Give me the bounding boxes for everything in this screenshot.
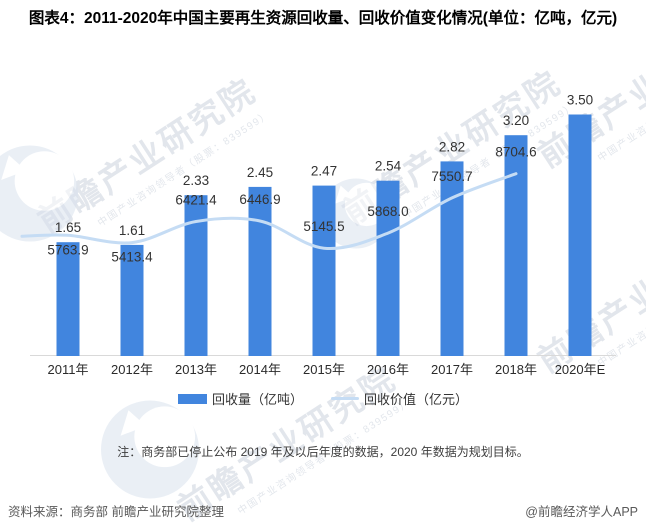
x-axis-label: 2018年	[495, 362, 537, 377]
bar-value-label: 2.33	[183, 173, 209, 188]
bar-value-label: 2.54	[375, 159, 402, 174]
bar-2011年	[56, 242, 80, 356]
bar-2015年	[312, 185, 336, 356]
bar-value-label: 2.47	[311, 164, 337, 179]
line-series-swatch	[331, 397, 359, 400]
bar-value-label: 1.65	[55, 220, 81, 235]
source-text: 资料来源：商务部 前瞻产业研究院整理	[8, 505, 224, 519]
x-axis-label: 2016年	[367, 362, 409, 377]
x-axis-label: 2012年	[111, 362, 153, 377]
x-axis-label: 2015年	[303, 362, 345, 377]
line-value-label: 6446.9	[239, 192, 280, 207]
legend-bar-label: 回收量（亿吨）	[211, 392, 303, 407]
line-value-label: 5145.5	[303, 219, 344, 234]
bar-value-label: 2.45	[247, 165, 273, 180]
brand-credit: @前瞻经济学人APP	[525, 505, 638, 519]
bar-value-label: 2.82	[439, 139, 465, 154]
bar-2017年	[440, 161, 464, 356]
bar-2020年E	[568, 114, 592, 356]
bar-2012年	[120, 244, 144, 356]
legend-item-bar: 回收量（亿吨）	[177, 389, 303, 408]
bar-value-label: 3.20	[503, 113, 529, 128]
x-axis-label: 2017年	[431, 362, 473, 377]
bar-2014年	[248, 186, 272, 356]
x-axis-label: 2014年	[239, 362, 281, 377]
bar-value-label: 1.61	[119, 223, 145, 238]
line-value-label: 5413.4	[111, 250, 153, 265]
bar-series-swatch	[177, 393, 207, 404]
x-axis-label: 2011年	[48, 362, 89, 377]
line-value-label: 5763.9	[47, 242, 88, 257]
bar-2013年	[184, 195, 208, 356]
chart-title: 图表4：2011-2020年中国主要再生资源回收量、回收价值变化情况(单位：亿吨…	[28, 10, 618, 27]
x-axis-label: 2013年	[175, 362, 217, 377]
line-value-label: 5868.0	[367, 204, 408, 219]
line-value-label: 8704.6	[495, 145, 536, 160]
line-value-label: 6421.4	[175, 193, 217, 208]
legend-item-line: 回收价值（亿元）	[331, 389, 468, 408]
footer: 资料来源：商务部 前瞻产业研究院整理 @前瞻经济学人APP	[8, 501, 638, 520]
trend-line	[20, 172, 518, 251]
bar-value-label: 3.50	[567, 93, 593, 108]
legend-line-label: 回收价值（亿元）	[364, 392, 469, 407]
legend: 回收量（亿吨） 回收价值（亿元）	[0, 389, 646, 408]
chart-note: 注：商务部已停止公布 2019 年及以后年度的数据，2020 年数据为规划目标。	[117, 445, 529, 459]
x-axis-label: 2020年E	[555, 362, 606, 377]
bar-2018年	[504, 135, 528, 356]
line-value-label: 7550.7	[431, 169, 472, 184]
